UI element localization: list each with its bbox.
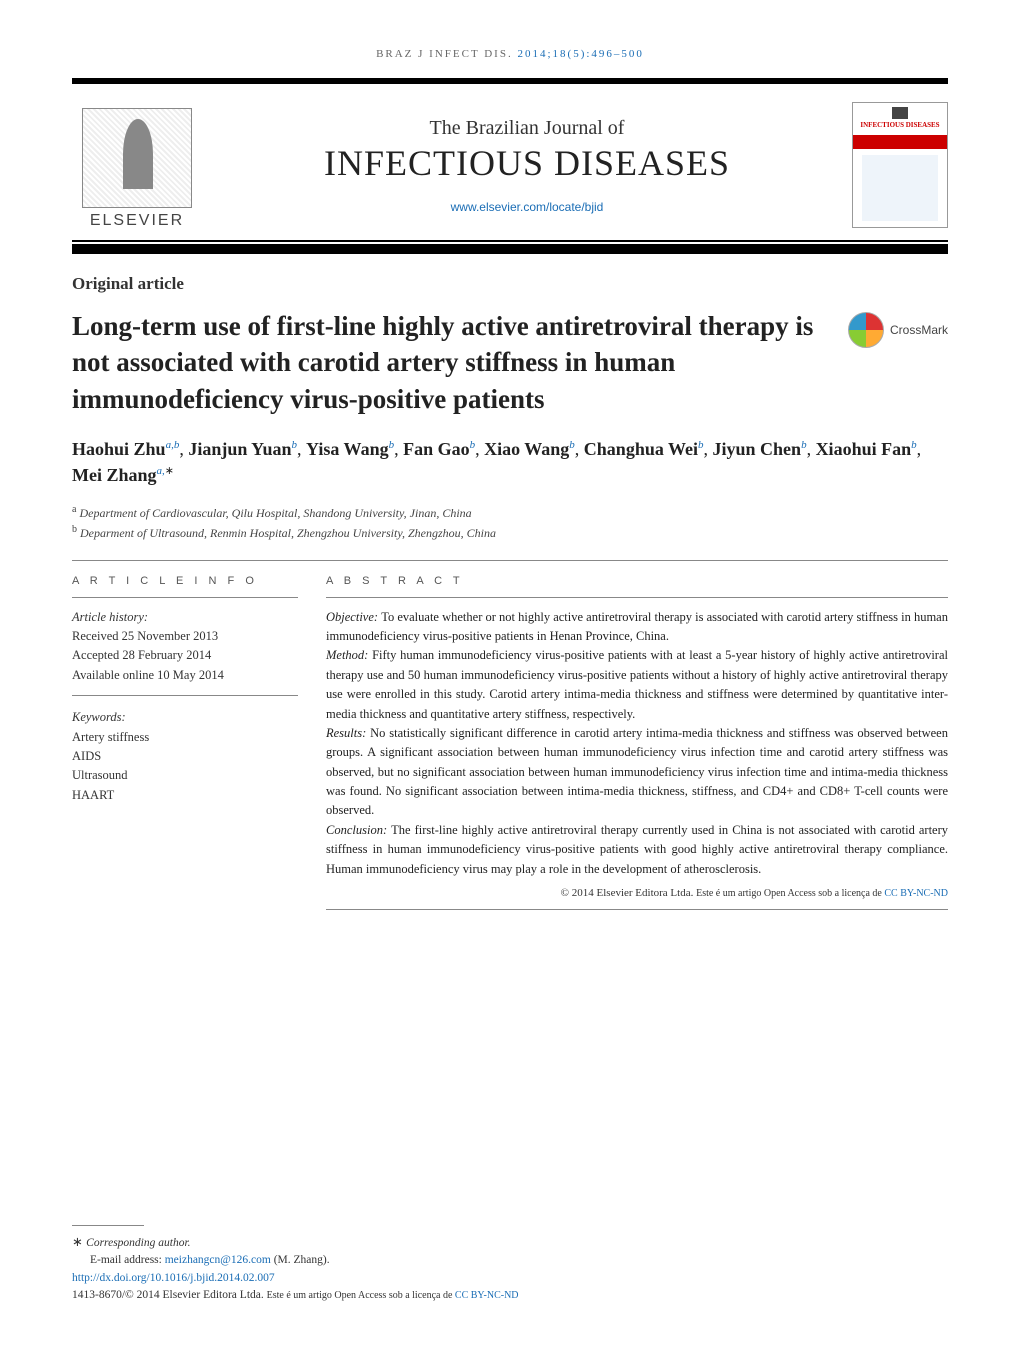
abstract-rule [326,597,948,598]
author-aff: a,b [166,439,180,451]
abstract-column: A B S T R A C T Objective: To evaluate w… [322,575,948,910]
author-aff: b [389,439,395,451]
history-line: Accepted 28 February 2014 [72,646,298,665]
method-lead: Method: [326,648,372,662]
email-link[interactable]: meizhangcn@126.com [165,1254,271,1266]
journal-title-block: The Brazilian Journal of INFECTIOUS DISE… [202,117,852,214]
author-name: Yisa Wang [306,439,389,459]
issn-line: 1413-8670/© 2014 Elsevier Editora Ltda. … [72,1287,948,1304]
footer-block: ∗ Corresponding author. E-mail address: … [72,1225,948,1304]
article-history: Article history: Received 25 November 20… [72,608,298,697]
keyword: Artery stiffness [72,728,298,747]
article-title: Long-term use of first-line highly activ… [72,308,832,417]
article-info-heading: A R T I C L E I N F O [72,575,298,587]
method-text: Fifty human immunodeficiency virus-posit… [326,648,948,720]
journal-ref-prefix: BRAZ J INFECT DIS. [376,48,517,60]
title-row: Long-term use of first-line highly activ… [72,308,948,417]
conclusion-lead: Conclusion: [326,823,391,837]
author-name: Fan Gao [403,439,470,459]
keyword: HAART [72,786,298,805]
affiliation-line: a Department of Cardiovascular, Qilu Hos… [72,502,948,522]
journal-header: ELSEVIER The Brazilian Journal of INFECT… [72,86,948,242]
journal-supertitle: The Brazilian Journal of [202,117,852,140]
author-aff: a,∗ [157,465,174,477]
cc-link[interactable]: CC BY-NC-ND [884,888,948,899]
elsevier-wordmark: ELSEVIER [90,212,184,230]
cover-bar [853,135,947,149]
author-aff: b [470,439,476,451]
crossmark-icon [848,312,884,348]
email-suffix: (M. Zhang). [271,1254,330,1266]
journal-title: INFECTIOUS DISEASES [202,142,852,184]
copyright-open: Este é um artigo Open Access sob a licen… [696,888,884,899]
keyword: Ultrasound [72,766,298,785]
author-name: Haohui Zhu [72,439,166,459]
keyword: AIDS [72,747,298,766]
journal-ref-citation[interactable]: 2014;18(5):496–500 [517,48,643,60]
author-list: Haohui Zhua,b, Jianjun Yuanb, Yisa Wangb… [72,437,948,487]
conclusion-text: The first-line highly active antiretrovi… [326,823,948,876]
info-rule [72,597,298,598]
results-lead: Results: [326,726,370,740]
elsevier-tree-icon [82,108,192,208]
author-name: Jiyun Chen [713,439,802,459]
journal-cover-thumbnail[interactable]: INFECTIOUS DISEASES [852,102,948,228]
issn-open: Este é um artigo Open Access sob a licen… [267,1290,455,1301]
author-aff: b [911,439,917,451]
history-line: Received 25 November 2013 [72,627,298,646]
crossmark-badge[interactable]: CrossMark [848,312,948,348]
divider-above-abstract [72,560,948,561]
doi-link[interactable]: http://dx.doi.org/10.1016/j.bjid.2014.02… [72,1270,948,1287]
article-type: Original article [72,274,948,294]
email-line: E-mail address: meizhangcn@126.com (M. Z… [72,1252,948,1269]
affiliations: a Department of Cardiovascular, Qilu Hos… [72,502,948,542]
issn-cc-link[interactable]: CC BY-NC-ND [455,1290,519,1301]
cover-body [862,155,937,221]
journal-url[interactable]: www.elsevier.com/locate/bjid [202,200,852,214]
cover-title: INFECTIOUS DISEASES [860,121,939,129]
affiliation-line: b Deparment of Ultrasound, Renmin Hospit… [72,522,948,542]
results-text: No statistically significant difference … [326,726,948,818]
corresponding-line: ∗ Corresponding author. [72,1232,948,1252]
objective-lead: Objective: [326,610,381,624]
crossmark-label: CrossMark [890,323,948,337]
email-label: E-mail address: [90,1254,165,1266]
history-line: Available online 10 May 2014 [72,666,298,685]
author-name: Xiao Wang [484,439,569,459]
top-rule-bar [72,78,948,84]
journal-reference: BRAZ J INFECT DIS. 2014;18(5):496–500 [72,48,948,60]
author-name: Mei Zhang [72,465,157,485]
author-aff: b [292,439,298,451]
cover-icon [892,107,908,119]
author-aff: b [801,439,807,451]
copyright-prefix: © 2014 Elsevier Editora Ltda. [561,887,696,899]
keywords-heading: Keywords: [72,708,298,727]
abstract-body: Objective: To evaluate whether or not hi… [326,608,948,879]
author-aff: b [569,439,575,451]
abstract-heading: A B S T R A C T [326,575,948,587]
star-icon: ∗ [72,1234,86,1249]
objective-text: To evaluate whether or not highly active… [326,610,948,643]
abstract-copyright: © 2014 Elsevier Editora Ltda. Este é um … [326,887,948,899]
author-name: Jianjun Yuan [188,439,291,459]
history-heading: Article history: [72,608,298,627]
author-aff: b [698,439,704,451]
two-column-body: A R T I C L E I N F O Article history: R… [72,575,948,910]
footer-rule [72,1225,144,1226]
author-name: Xiaohui Fan [816,439,912,459]
abstract-bottom-rule [326,909,948,910]
keywords-block: Keywords: Artery stiffness AIDS Ultrasou… [72,708,298,805]
article-info-column: A R T I C L E I N F O Article history: R… [72,575,322,910]
author-name: Changhua Wei [584,439,698,459]
header-bottom-bar [72,244,948,254]
issn-prefix: 1413-8670/© 2014 Elsevier Editora Ltda. [72,1289,267,1301]
corresponding-label: Corresponding author. [86,1237,190,1249]
elsevier-logo[interactable]: ELSEVIER [72,100,202,230]
